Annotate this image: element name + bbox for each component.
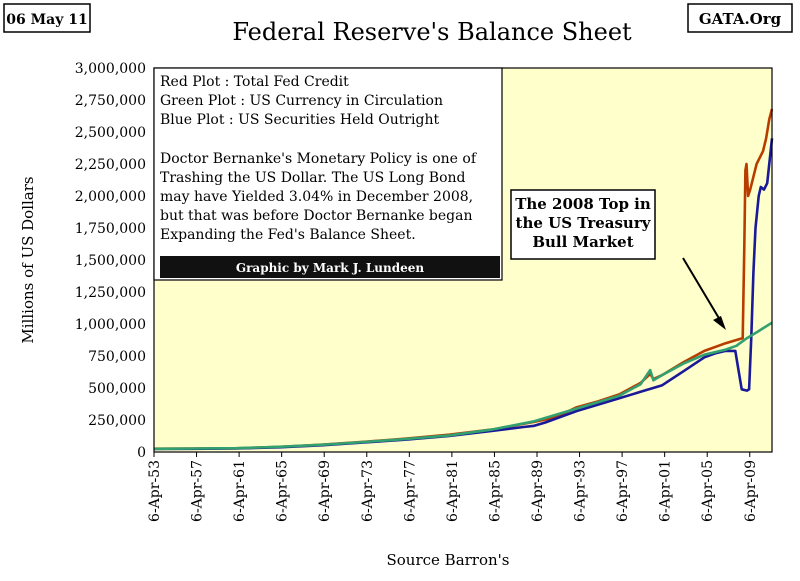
y-axis-label: Millions of US Dollars — [19, 176, 37, 343]
annotation-line: the US Treasury — [516, 214, 652, 232]
x-tick-label: 6-Apr-89 — [530, 460, 546, 522]
source-box — [687, 3, 793, 33]
commentary-line: may have Yielded 3.04% in December 2008, — [160, 189, 473, 205]
y-tick-label: 2,750,000 — [75, 93, 146, 109]
y-tick-label: 2,500,000 — [75, 125, 146, 141]
x-tick-label: 6-Apr-85 — [487, 460, 503, 522]
x-tick-label: 6-Apr-81 — [445, 460, 461, 522]
annotation-arrow-shaft — [682, 257, 724, 326]
x-tick-label: 6-Apr-69 — [317, 460, 333, 522]
commentary-line: Trashing the US Dollar. The US Long Bond — [160, 170, 466, 186]
series-line-green — [154, 321, 773, 451]
x-tick-label: 6-Apr-73 — [360, 460, 376, 522]
y-tick-label: 1,000,000 — [75, 317, 146, 333]
info-box — [153, 67, 503, 281]
y-tick-label: 2,250,000 — [75, 157, 146, 173]
series-group — [154, 108, 774, 451]
credit-bar — [160, 256, 500, 278]
date-box — [3, 3, 91, 33]
x-ticks — [153, 452, 751, 457]
annotation-line: Bull Market — [532, 233, 633, 251]
x-tick-label: 6-Apr-01 — [658, 460, 674, 522]
y-tick-label: 0 — [137, 445, 146, 461]
annotation-box — [510, 189, 656, 260]
y-tick-label: 250,000 — [88, 413, 146, 429]
x-tick-label: 6-Apr-61 — [232, 460, 248, 522]
legend-entry: Blue Plot : US Securities Held Outright — [160, 112, 440, 128]
source-label: GATA.Org — [699, 10, 782, 28]
x-tick-label: 6-Apr-05 — [700, 460, 716, 522]
commentary-line: Doctor Bernanke's Monetary Policy is one… — [160, 151, 478, 167]
credit-label: Graphic by Mark J. Lundeen — [236, 261, 425, 275]
x-tick-label: 6-Apr-53 — [147, 460, 163, 522]
y-tick-label: 1,750,000 — [75, 221, 146, 237]
legend: Red Plot : Total Fed Credit Green Plot : … — [160, 74, 443, 128]
y-tick-label: 1,500,000 — [75, 253, 146, 269]
chart-title: Federal Reserve's Balance Sheet — [232, 18, 632, 46]
x-tick-label: 6-Apr-77 — [402, 460, 418, 522]
x-axis-label: Source Barron's — [386, 551, 509, 569]
x-tick-label: 6-Apr-93 — [573, 460, 589, 522]
date-label: 06 May 11 — [6, 12, 87, 28]
annotation-arrowhead — [713, 316, 726, 330]
commentary: Doctor Bernanke's Monetary Policy is one… — [160, 151, 478, 243]
x-tick-labels: 6-Apr-53 6-Apr-57 6-Apr-61 6-Apr-65 6-Apr-69… — [147, 460, 759, 522]
commentary-line: but that was before Doctor Bernanke bega… — [160, 208, 473, 224]
y-tick-label: 2,000,000 — [75, 189, 146, 205]
legend-entry: Red Plot : Total Fed Credit — [160, 74, 349, 90]
annotation-line: The 2008 Top in — [515, 195, 651, 213]
x-tick-label: 6-Apr-97 — [615, 460, 631, 522]
y-tick-label: 500,000 — [88, 381, 146, 397]
commentary-line: Expanding the Fed's Balance Sheet. — [160, 227, 416, 243]
x-tick-label: 6-Apr-57 — [190, 460, 206, 522]
y-tick-label: 3,000,000 — [75, 61, 146, 77]
legend-entry: Green Plot : US Currency in Circulation — [160, 93, 443, 109]
y-tick-label: 1,250,000 — [75, 285, 146, 301]
y-tick-label: 750,000 — [88, 349, 146, 365]
y-tick-labels: 0 250,000 500,000 750,000 1,000,000 1,250,000… — [75, 61, 146, 461]
x-tick-label: 6-Apr-09 — [743, 460, 759, 522]
x-tick-label: 6-Apr-65 — [275, 460, 291, 522]
